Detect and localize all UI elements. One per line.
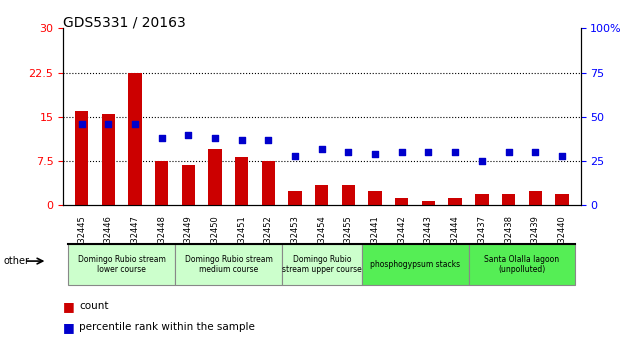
- Bar: [529, 190, 542, 205]
- Text: ■: ■: [63, 300, 75, 313]
- Bar: [502, 194, 515, 205]
- Point: [530, 149, 540, 155]
- Point: [477, 158, 487, 164]
- Bar: [422, 201, 435, 205]
- Point: [504, 149, 514, 155]
- Bar: [369, 190, 382, 205]
- Point: [450, 149, 460, 155]
- Bar: [75, 111, 88, 205]
- Point: [263, 137, 273, 143]
- Text: Domingo Rubio stream
medium course: Domingo Rubio stream medium course: [184, 255, 273, 274]
- Bar: [555, 194, 569, 205]
- Bar: [155, 161, 168, 205]
- Bar: [288, 190, 302, 205]
- Bar: [182, 165, 195, 205]
- Point: [184, 132, 194, 137]
- Bar: [208, 149, 221, 205]
- Bar: [475, 194, 488, 205]
- Point: [130, 121, 140, 127]
- Text: count: count: [79, 301, 109, 311]
- Text: other: other: [3, 256, 29, 266]
- Text: ■: ■: [63, 321, 75, 334]
- Text: percentile rank within the sample: percentile rank within the sample: [79, 322, 255, 332]
- Bar: [342, 185, 355, 205]
- Bar: [449, 198, 462, 205]
- Bar: [235, 157, 249, 205]
- Point: [423, 149, 433, 155]
- Point: [370, 151, 380, 157]
- Point: [210, 135, 220, 141]
- Text: Domingo Rubio
stream upper course: Domingo Rubio stream upper course: [282, 255, 362, 274]
- Point: [557, 153, 567, 159]
- Point: [317, 146, 327, 152]
- Point: [156, 135, 167, 141]
- Text: GDS5331 / 20163: GDS5331 / 20163: [63, 16, 186, 30]
- Point: [290, 153, 300, 159]
- Bar: [262, 161, 275, 205]
- Bar: [102, 114, 115, 205]
- Text: phosphogypsum stacks: phosphogypsum stacks: [370, 260, 460, 269]
- Bar: [129, 73, 142, 205]
- Text: Santa Olalla lagoon
(unpolluted): Santa Olalla lagoon (unpolluted): [484, 255, 560, 274]
- Bar: [395, 198, 408, 205]
- Point: [77, 121, 87, 127]
- Bar: [315, 185, 329, 205]
- Point: [103, 121, 114, 127]
- Point: [343, 149, 353, 155]
- Point: [397, 149, 407, 155]
- Text: Domingo Rubio stream
lower course: Domingo Rubio stream lower course: [78, 255, 166, 274]
- Point: [237, 137, 247, 143]
